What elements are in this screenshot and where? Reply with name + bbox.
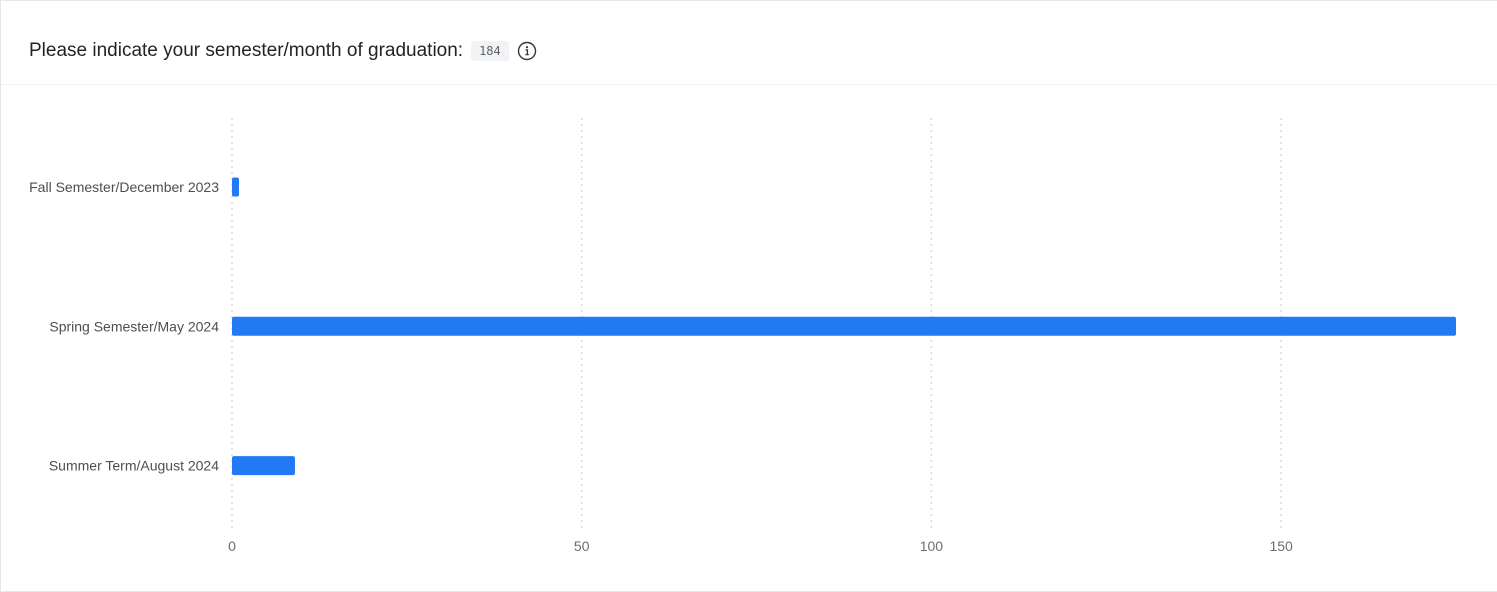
bar (232, 316, 1456, 336)
x-tick-label: 100 (920, 538, 944, 554)
x-tick-label: 150 (1269, 538, 1293, 554)
info-icon-graphic (517, 41, 536, 61)
x-tick-label: 0 (228, 538, 236, 554)
bar (232, 456, 295, 476)
card-header: Please indicate your semester/month of g… (29, 37, 537, 65)
bar (232, 177, 239, 197)
header-divider (1, 84, 1497, 85)
x-tick-label: 50 (574, 538, 590, 554)
category-label: Fall Semester/December 2023 (29, 179, 219, 195)
category-label: Spring Semester/May 2024 (49, 318, 219, 334)
category-label: Summer Term/August 2024 (49, 458, 219, 474)
info-icon[interactable] (517, 41, 537, 61)
response-count-badge: 184 (471, 41, 509, 61)
question-title: Please indicate your semester/month of g… (29, 40, 464, 61)
